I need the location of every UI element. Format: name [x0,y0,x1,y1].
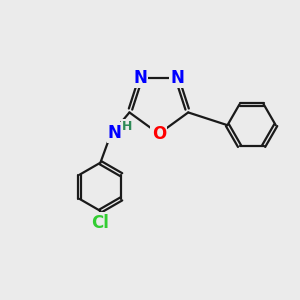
Text: H: H [122,120,132,133]
Text: O: O [152,125,166,143]
Text: Cl: Cl [92,214,110,232]
Text: N: N [108,124,122,142]
Text: N: N [133,69,147,87]
Text: N: N [171,69,184,87]
